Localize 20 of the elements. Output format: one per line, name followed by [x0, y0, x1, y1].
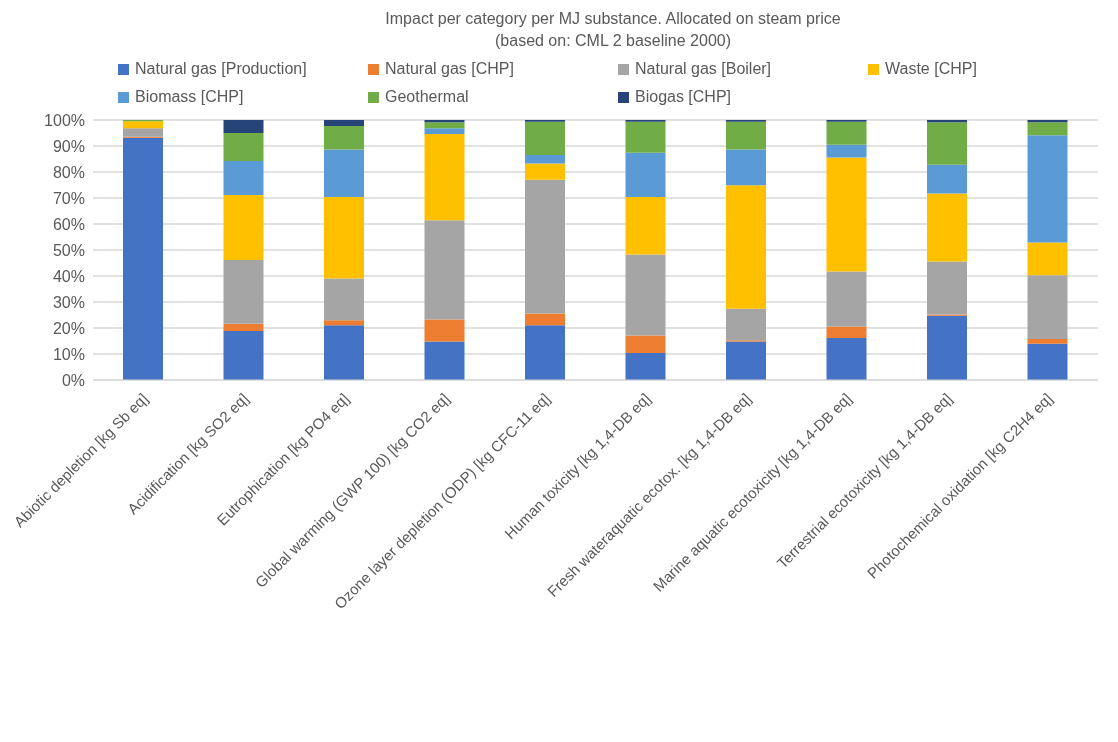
chart-subtitle: (based on: CML 2 baseline 2000): [494, 31, 732, 51]
legend-label: Natural gas [CHP]: [385, 60, 514, 78]
y-tick-label: 20%: [52, 319, 85, 337]
y-tick-label: 10%: [52, 345, 85, 363]
y-tick-label: 60%: [52, 215, 85, 233]
y-tick-label: 0%: [61, 371, 85, 389]
y-tick-label: 90%: [52, 137, 85, 155]
legend-label: Natural gas [Boiler]: [635, 60, 772, 78]
y-tick-label: 50%: [52, 241, 85, 259]
y-tick-label: 100%: [44, 111, 85, 129]
legend-label: Biogas [CHP]: [635, 88, 732, 106]
y-tick-label: 30%: [52, 293, 85, 311]
legend-label: Waste [CHP]: [885, 60, 977, 78]
legend-label: Natural gas [Production]: [135, 60, 307, 78]
legend-label: Biomass [CHP]: [135, 88, 244, 106]
legend-label: Geothermal: [385, 88, 469, 106]
y-tick-label: 70%: [52, 189, 85, 207]
chart-title: Impact per category per MJ substance. Allocated on steam price: [384, 9, 842, 29]
y-tick-label: 40%: [52, 267, 85, 285]
y-tick-label: 80%: [52, 163, 85, 181]
